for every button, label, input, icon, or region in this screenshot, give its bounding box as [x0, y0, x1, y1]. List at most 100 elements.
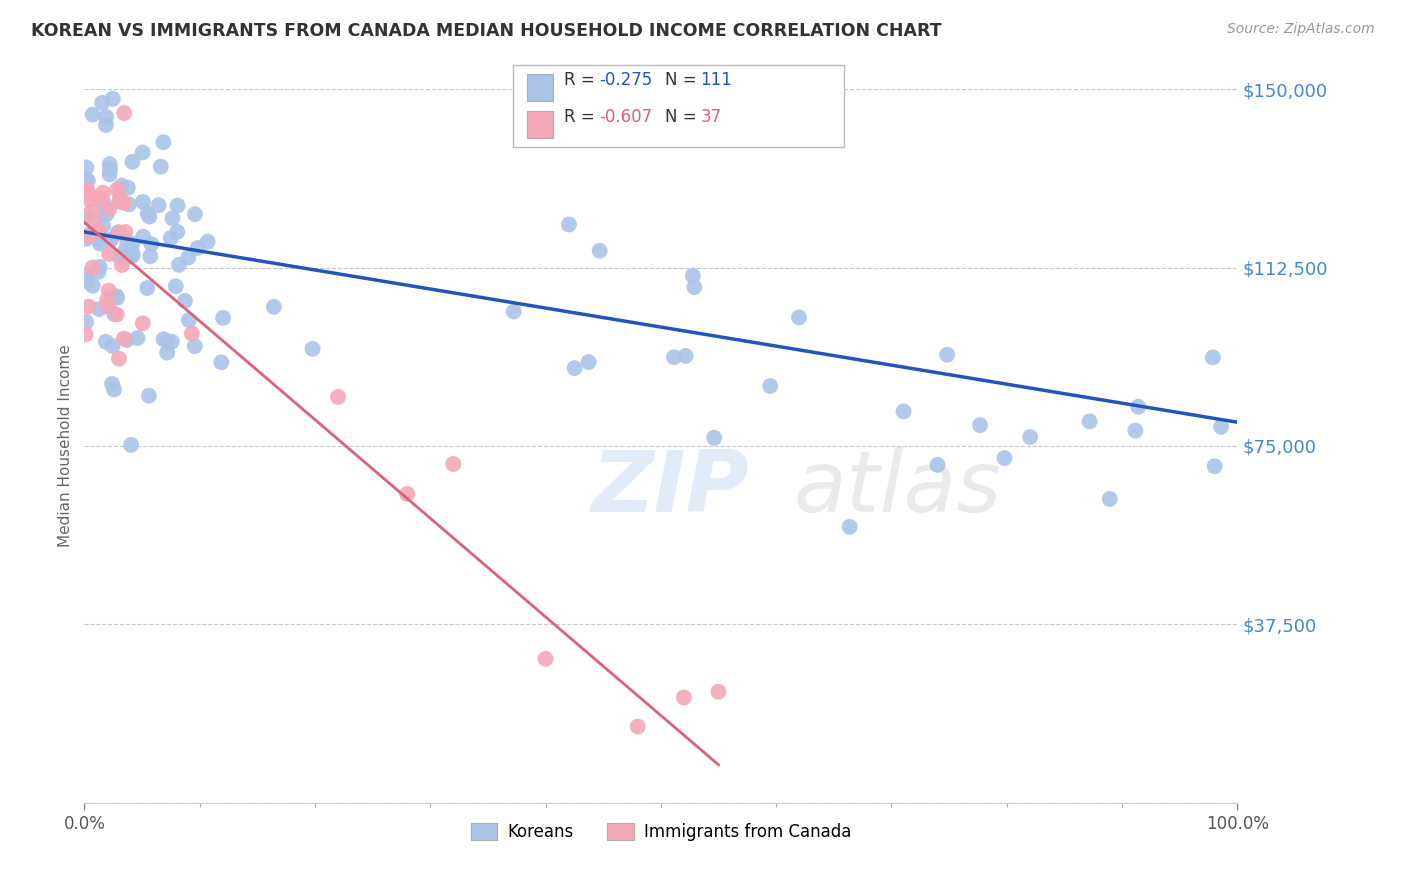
Point [105, 182, 128, 196]
Point [396, 487, 419, 501]
Point [534, 652, 557, 666]
Point [180, 326, 202, 341]
Legend: Koreans, Immigrants from Canada: Koreans, Immigrants from Canada [464, 816, 858, 848]
Point [100, 233, 122, 247]
Point [759, 379, 782, 393]
Point [197, 235, 219, 249]
Point [159, 231, 181, 245]
Point [326, 390, 349, 404]
Point [166, 198, 188, 212]
Point [100, 233, 122, 247]
Point [75, 161, 97, 175]
Point [578, 355, 600, 369]
Point [672, 690, 695, 705]
Point [662, 350, 685, 364]
Point [97, 284, 120, 298]
Point [160, 334, 183, 349]
Point [82, 260, 104, 275]
Point [627, 720, 650, 734]
Point [132, 316, 155, 330]
Point [148, 198, 170, 212]
Point [96, 299, 118, 313]
Point [115, 333, 138, 347]
Point [165, 279, 187, 293]
Point [114, 225, 136, 239]
Point [703, 431, 725, 445]
Point [80, 204, 103, 219]
Text: atlas: atlas [793, 447, 1001, 531]
Text: KOREAN VS IMMIGRANTS FROM CANADA MEDIAN HOUSEHOLD INCOME CORRELATION CHART: KOREAN VS IMMIGRANTS FROM CANADA MEDIAN … [31, 22, 942, 40]
Point [1019, 430, 1042, 444]
Point [138, 210, 160, 224]
Point [121, 154, 143, 169]
Point [156, 334, 179, 349]
Point [112, 196, 135, 211]
Point [105, 308, 128, 322]
Point [132, 229, 155, 244]
Point [156, 345, 179, 359]
Point [103, 383, 125, 397]
Point [152, 332, 174, 346]
Point [79, 227, 101, 241]
Point [91, 186, 114, 200]
Point [76, 275, 98, 289]
Point [108, 226, 131, 240]
Text: ZIP: ZIP [592, 447, 749, 531]
Point [77, 186, 100, 201]
Point [103, 307, 125, 321]
Point [87, 265, 110, 279]
Point [969, 418, 991, 433]
Point [91, 95, 114, 110]
Point [75, 268, 97, 283]
Point [1078, 414, 1101, 428]
Point [96, 207, 118, 221]
Point [167, 258, 190, 272]
Point [108, 351, 131, 366]
Point [558, 218, 581, 232]
Point [166, 225, 188, 239]
Point [105, 291, 128, 305]
Point [94, 118, 117, 132]
Point [89, 236, 111, 251]
Text: -0.275: -0.275 [599, 71, 652, 89]
Point [141, 237, 163, 252]
Point [209, 355, 232, 369]
Point [838, 520, 860, 534]
Point [136, 281, 159, 295]
Point [79, 194, 101, 208]
Point [1098, 491, 1121, 506]
Point [121, 236, 143, 251]
Point [212, 310, 235, 325]
Point [1202, 351, 1225, 365]
Point [111, 178, 134, 193]
Point [112, 332, 135, 346]
Point [117, 180, 139, 194]
Point [993, 451, 1015, 466]
Point [1125, 424, 1147, 438]
Point [111, 258, 134, 272]
Point [152, 135, 174, 149]
Point [98, 162, 121, 177]
Point [121, 246, 143, 260]
Point [94, 202, 117, 216]
Text: R =: R = [564, 71, 600, 89]
Point [564, 361, 586, 376]
Point [121, 249, 143, 263]
Point [787, 310, 810, 325]
Point [441, 457, 464, 471]
Point [87, 224, 110, 238]
Point [75, 315, 97, 329]
Point [136, 206, 159, 220]
Point [108, 192, 131, 206]
Point [94, 334, 117, 349]
Text: N =: N = [665, 108, 702, 126]
Point [184, 339, 207, 353]
Point [118, 197, 141, 211]
Point [77, 229, 100, 244]
Y-axis label: Median Household Income: Median Household Income [58, 344, 73, 548]
Point [1128, 400, 1150, 414]
Point [89, 260, 111, 274]
Point [263, 300, 285, 314]
Point [707, 684, 730, 698]
Point [131, 145, 153, 160]
